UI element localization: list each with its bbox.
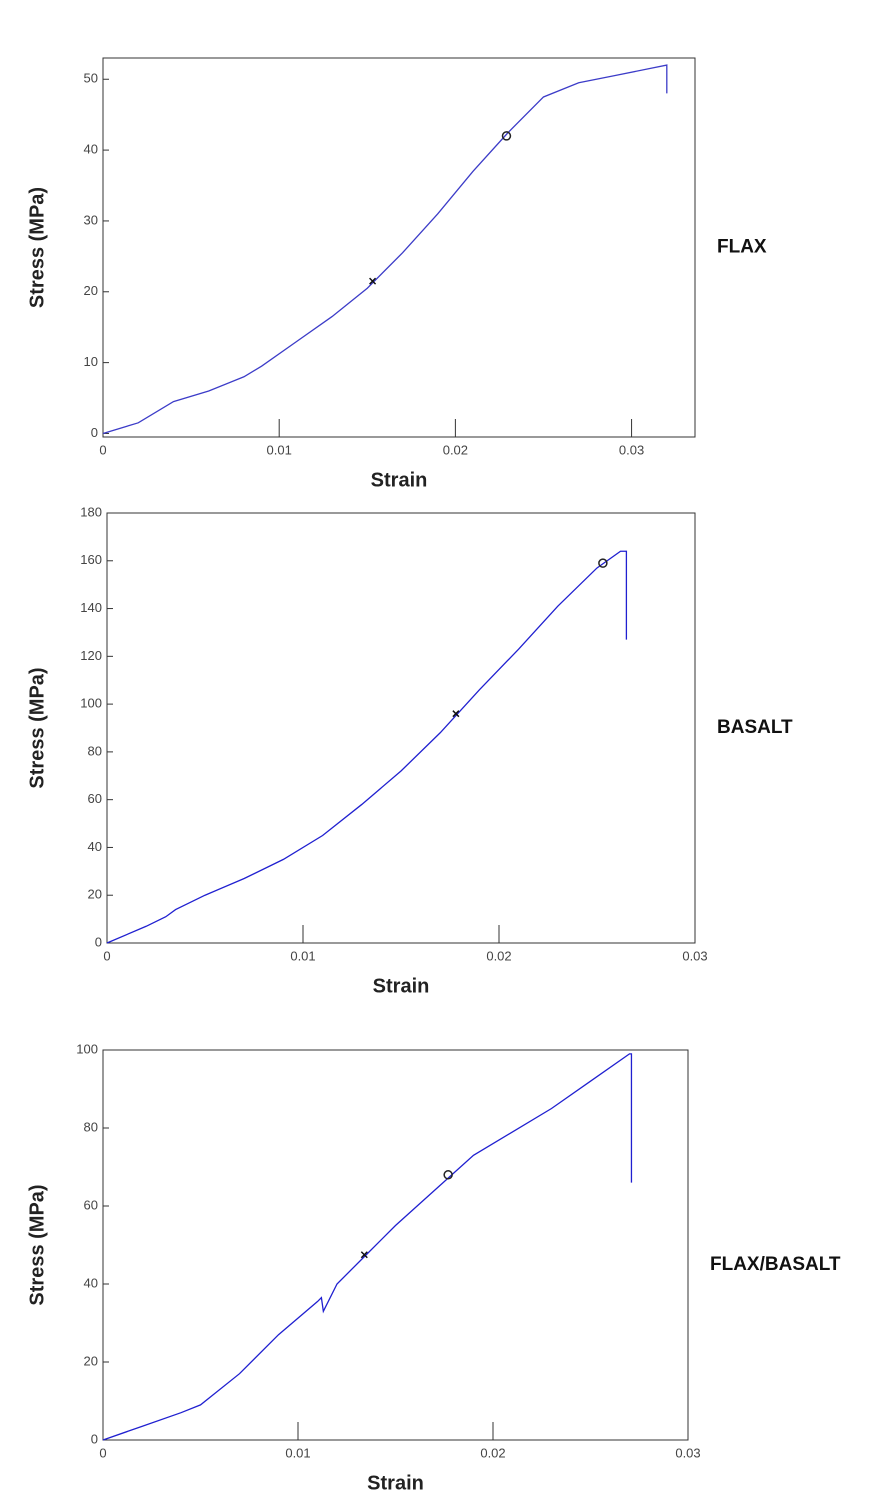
- y-tick-label: 0: [95, 934, 102, 949]
- y-tick-label: 20: [84, 1353, 98, 1368]
- plot-frame: [102, 1049, 689, 1441]
- sample-label: FLAX: [717, 237, 767, 258]
- marker-cross: [360, 1251, 368, 1259]
- stress-strain-curve: [106, 550, 628, 944]
- y-tick-label: 0: [91, 425, 98, 440]
- marker-cross: [452, 710, 460, 718]
- x-tick-label: 0.01: [285, 1445, 310, 1460]
- marker-cross: [369, 277, 377, 285]
- x-tick-label: 0.02: [443, 442, 468, 457]
- x-tick-label: 0.03: [619, 442, 644, 457]
- x-axis-label: Strain: [367, 1472, 424, 1492]
- y-axis-label: Stress (MPa): [26, 187, 48, 308]
- sample-label: BASALT: [717, 717, 793, 738]
- stress-strain-curve: [102, 64, 668, 435]
- y-tick-label: 160: [80, 552, 102, 567]
- x-tick-label: 0.03: [675, 1445, 700, 1460]
- y-tick-label: 80: [88, 743, 102, 758]
- x-tick-label: 0.01: [267, 442, 292, 457]
- x-axis-label: Strain: [373, 975, 430, 997]
- x-tick-label: 0.01: [290, 948, 315, 963]
- x-tick-label: 0: [103, 948, 110, 963]
- plot-frame: [106, 512, 696, 944]
- y-tick-label: 40: [88, 839, 102, 854]
- marker-circle: [443, 1170, 453, 1180]
- y-tick-label: 40: [84, 142, 98, 157]
- marker-circle: [598, 558, 608, 568]
- sample-label: FLAX/BASALT: [710, 1254, 841, 1275]
- y-tick-label: 100: [76, 1041, 98, 1056]
- x-tick-label: 0: [99, 442, 106, 457]
- y-tick-label: 40: [84, 1275, 98, 1290]
- y-tick-label: 140: [80, 600, 102, 615]
- y-tick-label: 0: [91, 1431, 98, 1446]
- y-tick-label: 60: [88, 791, 102, 806]
- x-tick-label: 0: [99, 1445, 106, 1460]
- plot-frame: [102, 57, 696, 438]
- y-tick-label: 60: [84, 1197, 98, 1212]
- y-tick-label: 30: [84, 212, 98, 227]
- y-axis-label: Stress (MPa): [26, 1184, 48, 1305]
- x-tick-label: 0.02: [486, 948, 511, 963]
- x-tick-label: 0.03: [682, 948, 707, 963]
- y-tick-label: 180: [80, 504, 102, 519]
- y-tick-label: 20: [88, 887, 102, 902]
- y-axis-label: Stress (MPa): [26, 667, 48, 788]
- y-tick-label: 80: [84, 1119, 98, 1134]
- x-tick-label: 0.02: [480, 1445, 505, 1460]
- y-tick-label: 20: [84, 283, 98, 298]
- y-tick-label: 50: [84, 71, 98, 86]
- y-tick-label: 10: [84, 354, 98, 369]
- marker-circle: [501, 131, 512, 141]
- x-axis-label: Strain: [371, 469, 428, 491]
- y-tick-label: 120: [80, 648, 102, 663]
- y-tick-label: 100: [80, 696, 102, 711]
- stress-strain-curve: [102, 1053, 633, 1441]
